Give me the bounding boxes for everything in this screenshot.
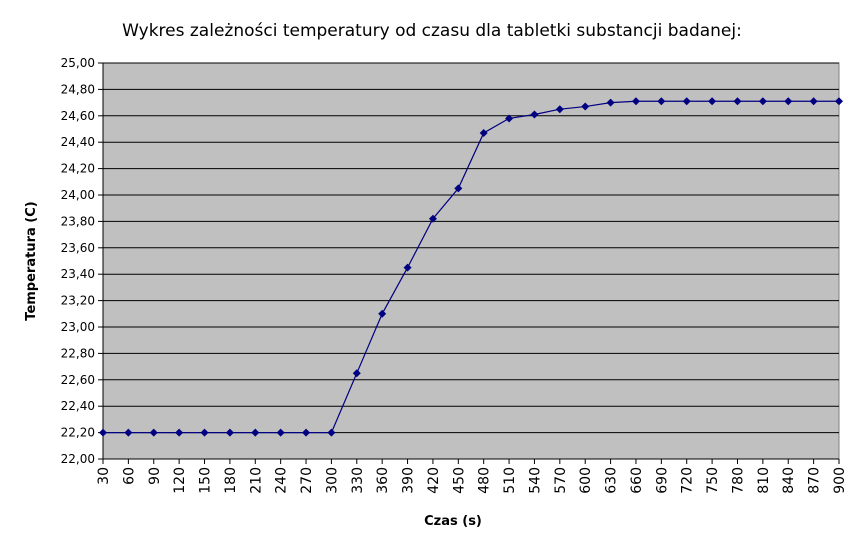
data-point-marker [733,97,742,106]
x-tick-label: 540 [527,467,543,494]
data-point-marker [835,97,843,106]
x-tick-label: 870 [807,467,823,494]
x-tick-label: 270 [299,467,315,494]
data-point-marker [479,128,488,137]
y-axis-ticks: 22,00 22,20 22,40 22,60 22,80 23,00 23,20 23,40… [61,56,839,466]
data-point-marker [403,263,412,272]
y-tick-label: 23,40 [61,267,95,281]
y-tick-label: 23,00 [61,320,95,334]
x-tick-label: 750 [705,467,721,494]
data-point-marker [682,97,691,106]
x-tick-label: 630 [604,467,620,494]
data-point-marker [251,428,260,437]
x-tick-label: 900 [832,467,848,494]
x-tick-label: 360 [375,467,391,494]
y-tick-label: 22,40 [61,399,95,413]
x-axis-label: Czas (s) [424,514,482,529]
data-point-marker [657,97,666,106]
data-point-marker [276,428,285,437]
x-tick-label: 390 [401,467,417,494]
plot-area [102,62,840,460]
y-tick-label: 22,00 [61,452,95,466]
y-tick-label: 23,20 [61,294,95,308]
x-tick-label: 720 [680,467,696,494]
data-point-marker [352,369,361,378]
series-line [103,100,839,434]
data-point-marker [378,309,387,318]
y-tick-label: 24,20 [61,162,95,176]
x-axis-ticks: 30 60 90 120 150 180 210 240 270 300 330 360 390 420 4… [96,459,848,494]
data-point-marker [175,428,184,437]
data-point-marker [505,114,514,123]
data-point-marker [200,428,209,437]
data-point-marker [302,428,311,437]
data-point-marker [784,97,793,106]
x-tick-label: 840 [781,467,797,494]
x-tick-label: 420 [426,467,442,494]
data-point-marker [555,105,564,114]
data-point-marker [606,98,615,107]
x-tick-label: 660 [629,467,645,494]
y-tick-label: 24,40 [61,135,95,149]
x-tick-label: 150 [198,467,214,494]
y-tick-label: 25,00 [61,56,95,70]
data-point-marker [708,97,717,106]
x-tick-label: 690 [654,467,670,494]
data-point-marker [631,97,640,106]
x-tick-label: 480 [477,467,493,494]
y-tick-label: 24,80 [61,82,95,96]
x-tick-label: 300 [324,467,340,494]
y-tick-label: 24,60 [61,109,95,123]
data-point-marker [581,102,590,111]
x-tick-label: 120 [172,467,188,494]
x-tick-label: 30 [96,467,112,485]
y-axis-label: Temperatura (C) [24,201,39,320]
y-tick-label: 22,80 [61,346,95,360]
y-tick-label: 23,80 [61,214,95,228]
y-tick-label: 22,20 [61,426,95,440]
y-tick-label: 23,60 [61,241,95,255]
x-tick-label: 330 [350,467,366,494]
x-tick-label: 240 [274,467,290,494]
data-point-marker [124,428,133,437]
x-tick-label: 600 [578,467,594,494]
series-group [99,97,843,437]
x-tick-label: 60 [121,467,137,485]
data-point-marker [454,184,463,193]
x-tick-label: 90 [147,467,163,485]
data-point-marker [809,97,818,106]
y-tick-label: 22,60 [61,373,95,387]
chart-title: Wykres zależności temperatury od czasu d… [122,21,742,41]
x-tick-label: 780 [730,467,746,494]
x-tick-label: 210 [248,467,264,494]
y-tick-label: 24,00 [61,188,95,202]
data-point-marker [327,428,336,437]
x-tick-label: 510 [502,467,518,494]
data-point-marker [758,97,767,106]
data-point-marker [149,428,158,437]
data-point-marker [428,214,437,223]
x-tick-label: 810 [756,467,772,494]
x-tick-label: 570 [553,467,569,494]
data-point-marker [530,110,539,119]
x-tick-label: 180 [223,467,239,494]
x-tick-label: 450 [451,467,467,494]
gridlines [103,62,839,460]
data-point-marker [99,428,107,437]
data-point-marker [225,428,234,437]
